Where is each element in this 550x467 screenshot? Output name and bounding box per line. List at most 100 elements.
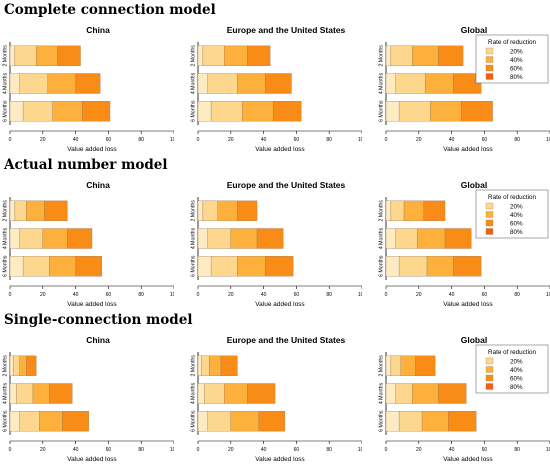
chart-panel: Global 2 Months 4 Months 6 Months 0 20 40 60 80 1…	[379, 180, 550, 308]
bar-segment	[62, 410, 89, 432]
bar-segment	[197, 410, 209, 432]
bar-segment	[197, 100, 212, 122]
x-tick-label: 100	[546, 447, 550, 453]
bar-segment	[16, 383, 34, 404]
bar-segment	[390, 200, 405, 222]
bar-segment	[19, 410, 40, 432]
chart-panel: China 2 Months 4 Months 6 Months 0 20 40 60 80 10…	[3, 335, 174, 463]
panel-title: Global	[461, 335, 487, 345]
x-tick-label: 0	[385, 447, 388, 453]
x-tick-label: 100	[546, 137, 550, 143]
chart-panel: Europe and the United States 2 Months 4 Mo…	[191, 25, 362, 153]
category-label: 4 Months	[191, 382, 197, 404]
bar-segment	[49, 383, 73, 404]
x-tick-label: 20	[228, 447, 234, 453]
bar-segment	[9, 255, 24, 277]
x-tick-label: 100	[358, 292, 362, 298]
chart-panel: Europe and the United States 2 Months 4 Mo…	[191, 335, 362, 463]
legend-swatch	[485, 47, 494, 55]
bar-segment	[256, 228, 284, 249]
bar-segment	[47, 73, 76, 94]
bar-segment	[14, 45, 37, 67]
category-label: 2 Months	[3, 45, 9, 67]
bar-segment	[416, 228, 446, 249]
bar-segment	[207, 73, 238, 94]
legend-item-label: 20%	[510, 48, 523, 55]
x-axis-label: Value added loss	[255, 456, 305, 463]
x-tick-label: 80	[326, 447, 332, 453]
legend-title: Rate of reduction	[488, 194, 536, 201]
x-tick-label: 60	[106, 137, 112, 143]
bar-segment	[75, 255, 103, 277]
x-tick-label: 20	[416, 137, 422, 143]
x-tick-label: 100	[358, 137, 362, 143]
x-tick-label: 80	[326, 292, 332, 298]
legend-swatch	[485, 73, 494, 80]
bar-segment	[425, 73, 454, 94]
legend-item-label: 80%	[510, 384, 523, 391]
x-axis-label: Value added loss	[443, 146, 493, 153]
category-label: 4 Months	[3, 382, 9, 404]
legend: Rate of reduction 20% 40%60% 80%	[475, 344, 549, 394]
bar-segment	[19, 355, 27, 377]
x-axis-label: Value added loss	[67, 146, 117, 153]
bar-segment	[207, 410, 231, 432]
legend-item-label: 40%	[510, 57, 523, 64]
bar-segment	[210, 255, 238, 277]
x-axis-label: Value added loss	[255, 301, 305, 308]
x-tick-label: 40	[449, 447, 455, 453]
bar-segment	[44, 200, 68, 222]
category-label: 4 Months	[379, 227, 385, 249]
x-tick-label: 60	[106, 447, 112, 453]
legend-swatch	[485, 219, 494, 227]
bar-segment	[42, 228, 68, 249]
bar-segment	[13, 355, 21, 377]
x-tick-label: 80	[514, 292, 520, 298]
x-tick-label: 0	[197, 292, 200, 298]
bar-segment	[9, 45, 16, 67]
bar-segment	[22, 255, 50, 277]
bar-segment	[201, 355, 210, 377]
legend-swatch	[485, 211, 494, 218]
category-label: 6 Months	[3, 100, 9, 122]
bar-segment	[385, 355, 392, 377]
bar-segment	[26, 355, 37, 377]
bar-segment	[26, 200, 45, 222]
bar-segment	[224, 45, 248, 67]
x-tick-label: 20	[416, 447, 422, 453]
bar-segment	[230, 410, 259, 432]
x-tick-label: 80	[514, 447, 520, 453]
bar-segment	[247, 45, 271, 67]
x-tick-label: 60	[294, 292, 300, 298]
bar-segment	[415, 355, 436, 377]
category-label: 2 Months	[379, 355, 385, 377]
bar-segment	[197, 228, 209, 249]
category-label: 4 Months	[379, 382, 385, 404]
bar-segment	[398, 100, 431, 122]
x-tick-label: 20	[40, 137, 46, 143]
legend-swatch	[485, 56, 494, 63]
x-tick-label: 0	[9, 447, 12, 453]
bar-segment	[385, 200, 392, 222]
x-tick-label: 40	[73, 447, 79, 453]
bar-segment	[395, 73, 426, 94]
legend: Rate of reduction 20% 40%60% 80%	[475, 34, 549, 84]
x-tick-label: 0	[197, 137, 200, 143]
bar-segment	[237, 200, 258, 222]
x-tick-label: 60	[482, 137, 488, 143]
category-label: 4 Months	[379, 72, 385, 94]
legend-item-label: 60%	[510, 220, 523, 227]
bar-segment	[237, 73, 266, 94]
category-label: 2 Months	[379, 45, 385, 67]
x-tick-label: 100	[358, 447, 362, 453]
bar-segment	[390, 355, 401, 377]
x-tick-label: 100	[170, 137, 174, 143]
bar-segment	[453, 255, 482, 277]
x-tick-label: 60	[106, 292, 112, 298]
x-tick-label: 60	[482, 447, 488, 453]
chart-panel: Global 2 Months 4 Months 6 Months 0 20 40 60 80 1…	[379, 25, 550, 153]
legend-item-label: 60%	[510, 65, 523, 72]
bar-segment	[36, 45, 58, 67]
panel-title: Europe and the United States	[227, 180, 346, 190]
